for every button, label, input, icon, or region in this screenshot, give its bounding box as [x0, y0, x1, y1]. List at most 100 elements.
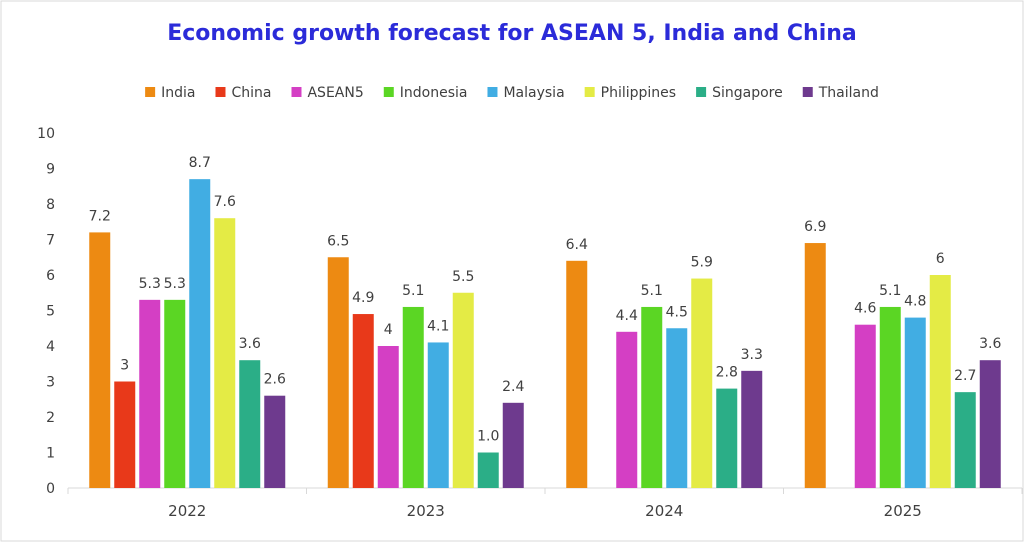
data-label: 6.5 — [327, 233, 349, 249]
y-tick-label: 10 — [37, 126, 55, 142]
data-label: 5.9 — [691, 255, 713, 271]
y-tick-label: 9 — [46, 162, 55, 178]
data-label: 5.1 — [641, 283, 663, 299]
data-labels: 7.2 6.5 6.4 6.9 3 4.9 5.3 4 4.4 4.6 5.3 5.1 5.1 5.1 8.… — [89, 155, 1002, 444]
data-label: 3 — [120, 358, 129, 374]
data-label: 5.3 — [164, 276, 186, 292]
legend-item-malaysia: Malaysia — [487, 85, 565, 101]
legend-item-philippines: Philippines — [584, 85, 676, 101]
legend-item-china: China — [215, 85, 271, 101]
data-label: 4.6 — [854, 301, 876, 317]
bar-india-2025 — [804, 243, 826, 488]
data-label: 6.4 — [566, 237, 588, 253]
bar-china-2022 — [114, 381, 136, 488]
bar-philippines-2023 — [452, 292, 474, 488]
bar-malaysia-2024 — [666, 328, 688, 488]
data-label: 5.1 — [879, 283, 901, 299]
legend-swatch — [145, 87, 156, 97]
bar-malaysia-2022 — [189, 179, 211, 488]
legend-item-singapore: Singapore — [696, 85, 783, 101]
bar-philippines-2025 — [929, 275, 951, 488]
y-tick-label: 3 — [46, 375, 55, 391]
y-tick-label: 8 — [46, 197, 55, 213]
bars — [89, 179, 1001, 488]
bar-philippines-2022 — [214, 218, 236, 488]
x-tick-label: 2023 — [407, 502, 445, 520]
data-label: 6 — [936, 251, 945, 267]
bar-asean5-2022 — [139, 299, 161, 488]
data-label: 5.5 — [452, 269, 474, 285]
bar-india-2024 — [566, 260, 588, 488]
data-label: 4.5 — [666, 304, 688, 320]
bar-india-2023 — [327, 257, 349, 488]
data-label: 3.6 — [239, 336, 261, 352]
data-label: 3.6 — [979, 336, 1001, 352]
data-label: 3.3 — [741, 347, 763, 363]
data-label: 6.9 — [804, 219, 826, 235]
legend-label: Malaysia — [503, 85, 564, 101]
legend-label: India — [161, 85, 195, 101]
data-label: 7.6 — [214, 194, 236, 210]
data-label: 2.4 — [502, 379, 524, 395]
bar-asean5-2024 — [616, 331, 638, 488]
legend-item-indonesia: Indonesia — [383, 85, 468, 101]
x-tick-label: 2025 — [884, 502, 922, 520]
bar-thailand-2022 — [264, 395, 286, 488]
bar-asean5-2025 — [854, 324, 876, 488]
data-label: 4.1 — [427, 318, 449, 334]
bar-thailand-2024 — [741, 370, 763, 488]
bar-thailand-2023 — [502, 402, 524, 488]
bar-indonesia-2024 — [641, 306, 663, 488]
bar-malaysia-2023 — [427, 342, 449, 488]
y-tick-label: 0 — [46, 481, 55, 497]
bar-thailand-2025 — [979, 360, 1001, 488]
legend-item-asean5: ASEAN5 — [291, 85, 364, 101]
legend-swatch — [291, 87, 302, 97]
x-tick-label: 2022 — [168, 502, 206, 520]
data-label: 2.7 — [954, 368, 976, 384]
y-tick-label: 7 — [46, 233, 55, 249]
legend-swatch — [584, 87, 595, 97]
bar-singapore-2022 — [239, 360, 261, 488]
y-axis: 0 1 2 3 4 5 6 7 8 9 10 — [37, 126, 55, 497]
legend-item-thailand: Thailand — [802, 85, 879, 101]
data-label: 4 — [384, 322, 393, 338]
bar-singapore-2025 — [954, 392, 976, 488]
data-label: 5.1 — [402, 283, 424, 299]
legend-label: ASEAN5 — [307, 85, 363, 101]
bar-china-2023 — [352, 314, 374, 488]
legend-swatch — [696, 87, 707, 97]
bar-asean5-2023 — [377, 346, 399, 488]
data-label: 4.4 — [616, 308, 638, 324]
y-tick-label: 6 — [46, 268, 55, 284]
data-label: 2.8 — [716, 365, 738, 381]
legend-label: Thailand — [818, 85, 879, 101]
data-label: 1.0 — [477, 429, 499, 445]
data-label: 4.8 — [904, 294, 926, 310]
y-tick-label: 5 — [46, 304, 55, 320]
legend-item-india: India — [145, 85, 195, 101]
bar-singapore-2023 — [477, 452, 499, 488]
chart-title: Economic growth forecast for ASEAN 5, In… — [167, 21, 857, 46]
legend-label: Philippines — [601, 85, 676, 101]
bar-malaysia-2025 — [904, 317, 926, 488]
data-label: 5.3 — [139, 276, 161, 292]
data-label: 4.9 — [352, 290, 374, 306]
y-tick-label: 4 — [46, 339, 55, 355]
legend-swatch — [383, 87, 394, 97]
bar-indonesia-2025 — [879, 306, 901, 488]
legend-label: Singapore — [712, 85, 783, 101]
data-label: 2.6 — [264, 372, 286, 388]
bar-indonesia-2022 — [164, 299, 186, 488]
y-tick-label: 1 — [46, 446, 55, 462]
bar-indonesia-2023 — [402, 306, 424, 488]
y-tick-label: 2 — [46, 410, 55, 426]
legend: India China ASEAN5 Indonesia Malaysia Philipp… — [145, 85, 879, 101]
legend-label: China — [231, 85, 271, 101]
legend-label: Indonesia — [400, 85, 468, 101]
bar-singapore-2024 — [716, 388, 738, 488]
x-tick-label: 2024 — [645, 502, 683, 520]
legend-swatch — [802, 87, 813, 97]
